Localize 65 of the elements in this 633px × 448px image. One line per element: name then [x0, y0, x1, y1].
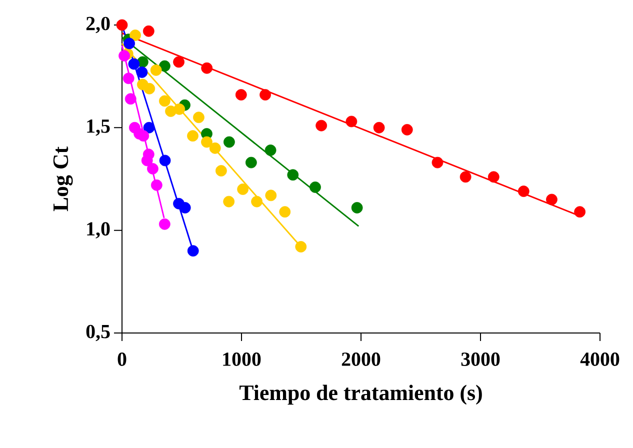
point — [179, 202, 191, 214]
x-tick-label: 2000 — [342, 352, 380, 366]
x-axis-title: Tiempo de tratamiento (s) — [240, 384, 482, 405]
point — [187, 130, 198, 142]
point — [351, 202, 363, 214]
x-tick-label: 1000 — [223, 352, 261, 366]
point — [310, 182, 321, 193]
x-tick-label: 0 — [118, 352, 126, 366]
point — [143, 122, 155, 134]
point — [122, 72, 134, 84]
point — [373, 122, 385, 134]
y-tick-label: 0,5 — [86, 324, 110, 342]
point — [316, 120, 328, 132]
point — [264, 144, 276, 156]
point — [488, 171, 500, 183]
point — [237, 184, 249, 195]
x-tick-label: 4000 — [580, 352, 620, 366]
point — [260, 89, 271, 100]
point — [124, 38, 135, 50]
point — [432, 156, 444, 168]
point — [128, 58, 140, 70]
point — [173, 56, 184, 68]
point — [138, 130, 150, 142]
point — [136, 66, 148, 78]
point — [245, 156, 257, 168]
point — [150, 179, 162, 191]
point — [158, 95, 170, 107]
point — [144, 82, 156, 94]
point — [159, 154, 171, 166]
point — [201, 136, 212, 148]
point — [215, 165, 227, 176]
point — [251, 196, 263, 208]
point — [279, 206, 291, 218]
point — [401, 124, 413, 136]
point — [201, 62, 213, 74]
point — [116, 19, 128, 31]
point — [235, 89, 247, 100]
point — [124, 93, 136, 105]
point — [150, 64, 162, 76]
point — [223, 196, 235, 208]
point — [287, 169, 299, 181]
y-tick-label: 1,0 — [87, 222, 110, 238]
point — [130, 30, 141, 41]
point — [518, 186, 530, 198]
point — [142, 148, 154, 160]
y-tick-label: 2,0 — [86, 16, 110, 34]
point — [118, 50, 130, 62]
x-tick-label: 3000 — [461, 352, 500, 366]
y-axis-title: Log Ct — [53, 146, 73, 212]
point — [574, 206, 586, 218]
point — [187, 245, 199, 257]
point — [174, 103, 186, 115]
point — [158, 60, 170, 72]
point — [147, 163, 158, 174]
point — [158, 218, 170, 230]
point — [346, 116, 358, 128]
point — [295, 241, 307, 252]
point — [193, 112, 204, 124]
point — [546, 194, 558, 206]
point — [460, 171, 472, 183]
point — [265, 190, 277, 202]
point — [142, 25, 154, 37]
point — [209, 142, 221, 154]
y-tick-label: 1,5 — [87, 120, 110, 136]
point — [224, 136, 235, 148]
